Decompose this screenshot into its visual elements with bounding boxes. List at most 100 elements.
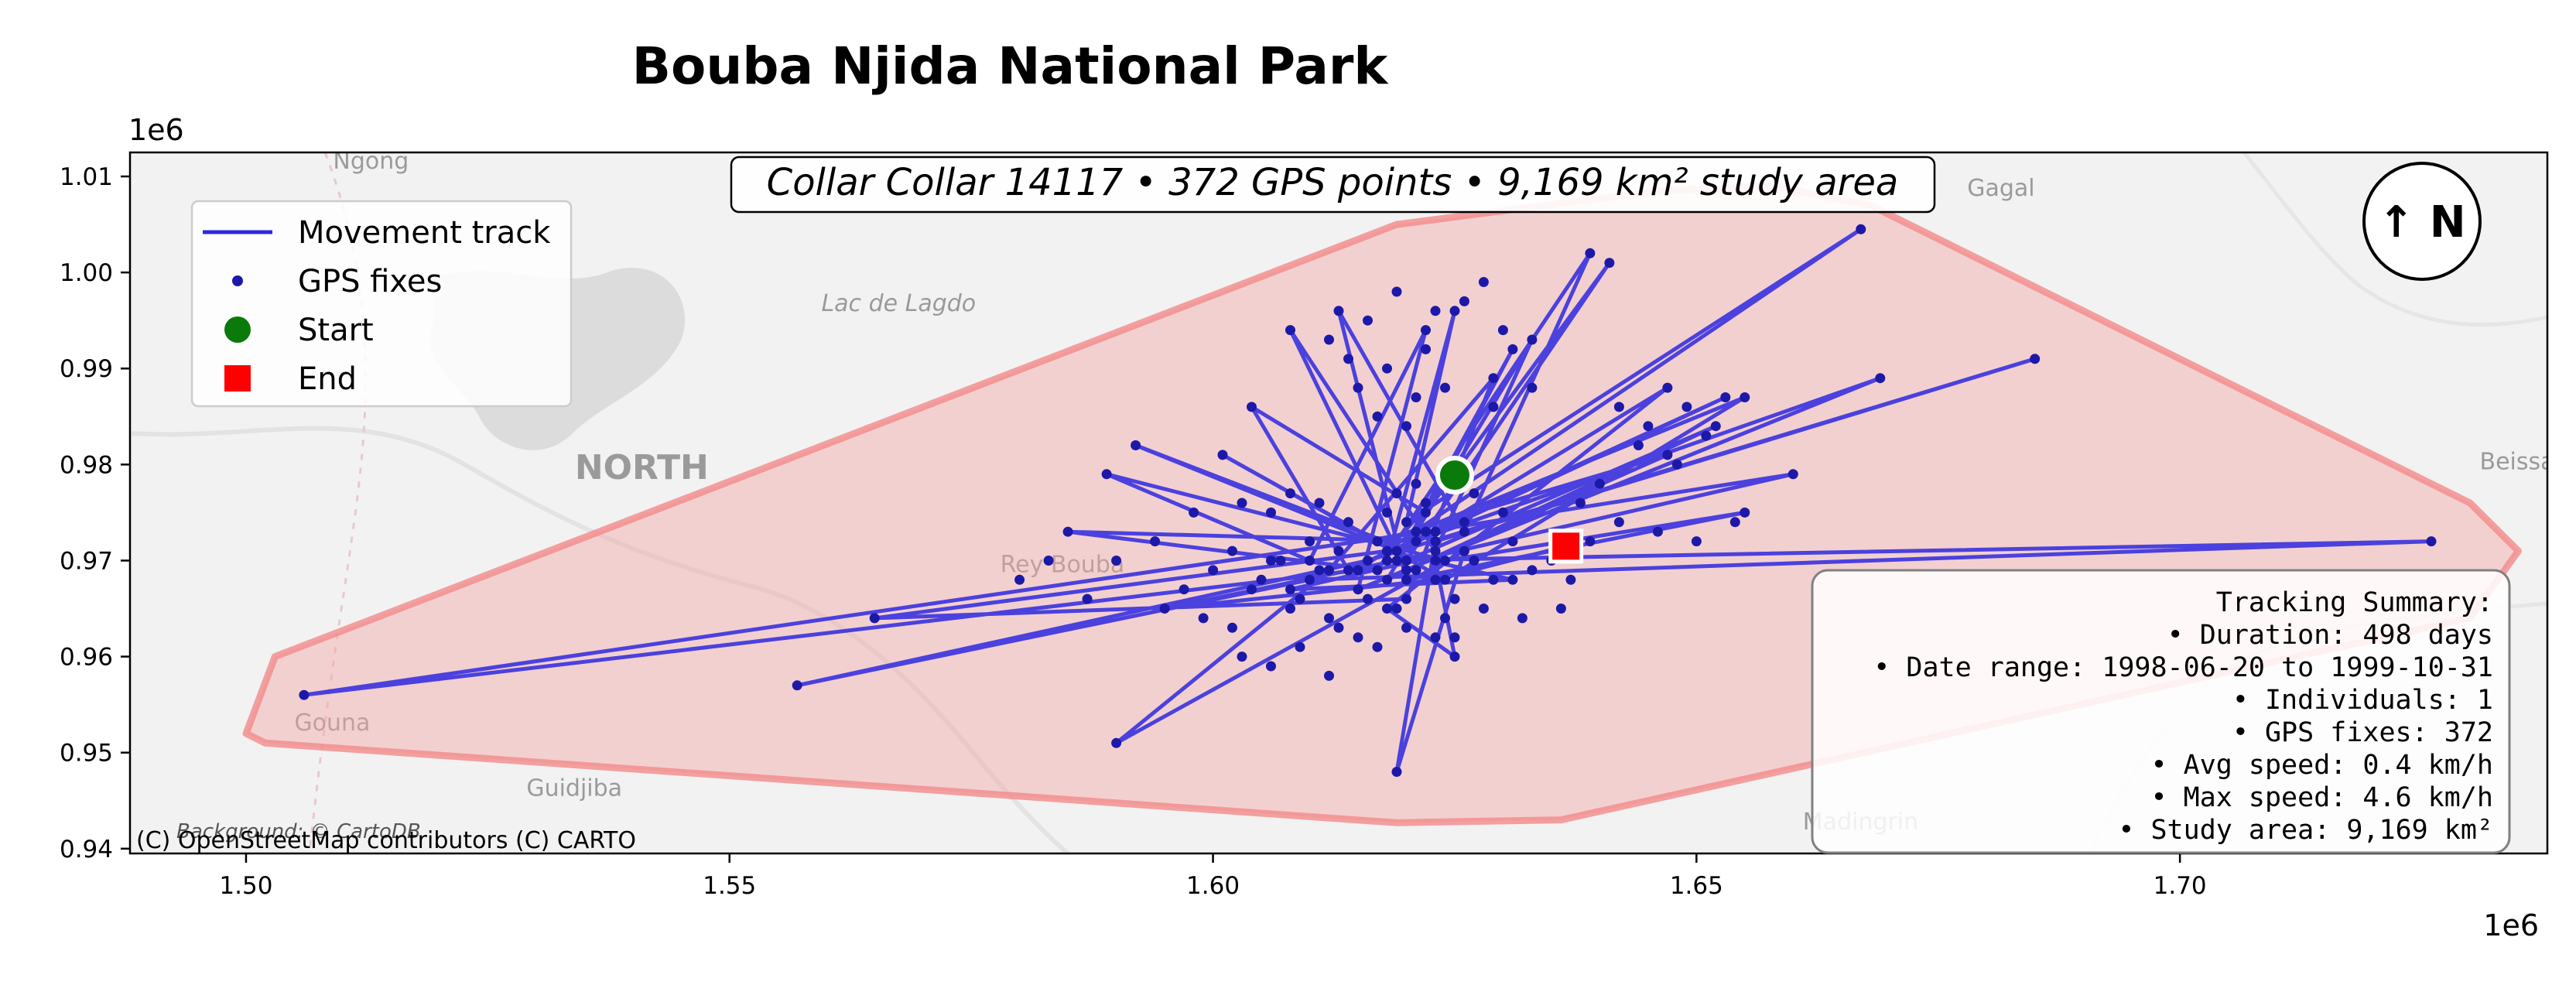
- gps-fix-point: [1198, 613, 1209, 624]
- y-tick-label: 1.00: [60, 259, 113, 287]
- y-tick-label: 0.97: [60, 547, 113, 575]
- gps-fix-point: [1372, 641, 1383, 652]
- gps-fix-point: [1401, 421, 1411, 432]
- gps-fix-point: [1488, 574, 1499, 585]
- gps-fix-point: [1391, 556, 1402, 566]
- gps-fix-point: [1497, 507, 1508, 518]
- gps-fix-point: [1111, 556, 1122, 566]
- gps-fix-point: [1662, 382, 1673, 393]
- gps-fix-point: [1391, 488, 1402, 499]
- gps-fix-point: [1527, 382, 1538, 393]
- gps-fix-point: [1787, 469, 1798, 480]
- gps-fix-point: [1275, 556, 1286, 566]
- gps-fix-point: [1266, 507, 1276, 518]
- gps-fix-point: [1401, 622, 1411, 633]
- gps-fix-point: [1701, 430, 1712, 441]
- x-tick-label: 1.60: [1186, 872, 1240, 900]
- gps-fix-point: [1411, 536, 1421, 547]
- legend-label: End: [298, 361, 357, 397]
- gps-fix-point: [2030, 354, 2041, 364]
- gps-fix-point: [1633, 440, 1644, 450]
- gps-fix-point: [1401, 565, 1411, 576]
- gps-fix-point: [1459, 296, 1469, 306]
- gps-fix-point: [1449, 306, 1460, 316]
- gps-fix-point: [1401, 556, 1411, 566]
- gps-fix-point: [1411, 478, 1421, 489]
- summary-line: • Duration: 498 days: [2167, 620, 2493, 651]
- gps-fix-point: [1555, 604, 1566, 614]
- legend: Movement track GPS fixes Start End: [190, 200, 573, 408]
- gps-fix-point: [1333, 622, 1344, 633]
- gps-fix-point: [1295, 641, 1305, 652]
- gps-fix-point: [1401, 517, 1411, 528]
- gps-fix-point: [1720, 392, 1731, 402]
- gps-fix-point: [1449, 593, 1460, 604]
- legend-square-swatch: [224, 365, 251, 392]
- basemap-label: Ngong: [333, 148, 409, 175]
- gps-fix-point: [1440, 556, 1450, 566]
- gps-fix-point: [1691, 536, 1702, 547]
- gps-fix-point: [1391, 286, 1402, 297]
- gps-fix-point: [1729, 517, 1740, 528]
- map-attribution: (C) OpenStreetMap contributors (C) CARTO: [136, 827, 636, 854]
- gps-fix-point: [1131, 440, 1141, 450]
- gps-fix-point: [1430, 546, 1441, 556]
- gps-fix-point: [1372, 536, 1383, 547]
- y-tick-label: 1.01: [60, 163, 113, 191]
- basemap-label: Dafra: [2373, 103, 2437, 130]
- gps-fix-point: [1082, 593, 1093, 604]
- legend-label: GPS fixes: [298, 264, 442, 299]
- gps-fix-point: [1613, 402, 1624, 412]
- gps-fix-point: [1363, 593, 1373, 604]
- gps-fix-point: [1565, 574, 1576, 585]
- gps-fix-point: [1247, 584, 1257, 595]
- gps-fix-point: [1497, 325, 1508, 336]
- gps-fix-point: [1372, 565, 1383, 576]
- gps-fix-point: [1237, 498, 1247, 508]
- gps-fix-point: [1266, 661, 1276, 672]
- gps-fix-point: [1111, 737, 1122, 748]
- gps-fix-point: [1459, 517, 1469, 528]
- gps-fix-point: [1430, 526, 1441, 537]
- gps-fix-point: [1391, 546, 1402, 556]
- gps-fix-point: [1217, 450, 1228, 460]
- y-tick-label: 0.95: [60, 740, 113, 768]
- gps-fix-point: [1305, 536, 1315, 547]
- basemap-label: Lac de Lagdo: [821, 290, 976, 317]
- basemap-label: Gagal: [1967, 175, 2034, 202]
- gps-fix-point: [1150, 536, 1161, 547]
- gps-fix-point: [1324, 613, 1334, 624]
- gps-fix-point: [1237, 652, 1247, 662]
- gps-fix-point: [1247, 402, 1257, 412]
- start-marker: [1435, 456, 1474, 495]
- gps-fix-point: [1430, 632, 1441, 643]
- basemap-label: NORTH: [575, 448, 709, 487]
- gps-fix-point: [1421, 498, 1431, 508]
- map-title: Bouba Njida National Park: [632, 36, 1390, 96]
- gps-fix-point: [1740, 507, 1750, 518]
- gps-fix-point: [1585, 536, 1596, 547]
- gps-fix-point: [1285, 488, 1295, 499]
- gps-fix-point: [1343, 517, 1353, 528]
- gps-fix-point: [1585, 248, 1596, 258]
- basemap-label: Beissa: [2480, 449, 2555, 476]
- gps-fix-point: [1488, 402, 1499, 412]
- gps-fix-point: [1353, 584, 1363, 595]
- gps-fix-point: [1343, 565, 1353, 576]
- gps-fix-point: [1382, 604, 1392, 614]
- gps-fixes: [299, 224, 2437, 777]
- basemap-label: Rey Bouba: [1001, 551, 1125, 578]
- gps-fix-point: [1189, 507, 1199, 518]
- gps-fix-point: [1411, 526, 1421, 537]
- legend-label: Start: [298, 313, 374, 348]
- gps-fix-point: [1681, 402, 1692, 412]
- gps-fix-point: [1314, 565, 1325, 576]
- gps-fix-point: [1382, 574, 1392, 585]
- gps-fix-point: [1227, 622, 1237, 633]
- gps-fix-point: [1430, 536, 1441, 547]
- y-tick-label: 0.94: [60, 836, 113, 864]
- basemap-label: Guidjiba: [526, 775, 622, 802]
- background-credit: Background: © CartoDB: [176, 820, 421, 843]
- gps-fix-point: [1324, 670, 1334, 681]
- plot-frame: [128, 151, 2549, 855]
